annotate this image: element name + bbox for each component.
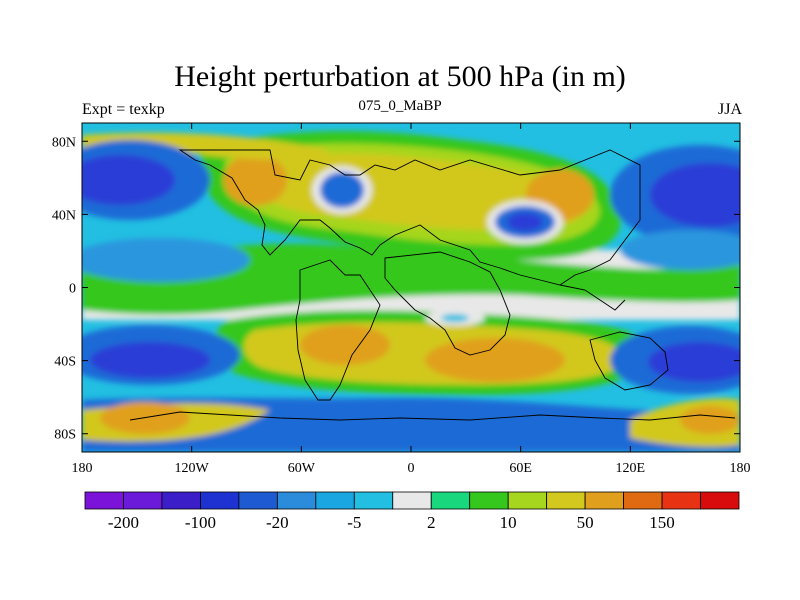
lon-label: 60E (509, 461, 532, 476)
colorbar-label: 50 (577, 513, 594, 532)
colorbar-labels: -200 -100 -20 -5 2 10 50 150 (108, 513, 675, 532)
sh-orange-blob-1 (300, 325, 390, 365)
colorbar-label: -100 (185, 513, 216, 532)
colorbar (84, 491, 740, 510)
colorbar-label: -200 (108, 513, 139, 532)
colorbar-swatch (584, 491, 624, 510)
lat-label: 40N (52, 208, 76, 223)
longitude-labels: 180 120W 60W 0 60E 120E 180 (72, 461, 751, 476)
npac-dark-west (82, 155, 175, 205)
colorbar-label: 10 (500, 513, 517, 532)
axis-ticks (81, 123, 741, 452)
lat-label: 80S (54, 428, 76, 443)
sh-dark-east (648, 342, 740, 382)
northern-landmass-outline (178, 149, 641, 286)
colorbar-swatch (276, 491, 317, 510)
colorbar-label: -20 (266, 513, 289, 532)
antarctic-orange-east (680, 406, 740, 434)
colorbar-swatch (84, 491, 124, 510)
trop-blue-west (82, 238, 250, 282)
colorbar-label: 150 (649, 513, 675, 532)
lon-label: 120W (175, 461, 210, 476)
colorbar-swatch (353, 491, 394, 510)
africa-outline (384, 251, 511, 356)
lat-label: 40S (54, 355, 76, 370)
lon-label: 180 (72, 461, 93, 476)
lon-label: 180 (730, 461, 751, 476)
colorbar-swatch (161, 491, 201, 510)
colorbar-swatch (546, 491, 586, 510)
colorbar-swatch (430, 491, 471, 510)
south-america-outline (295, 259, 381, 401)
season-label: JJA (717, 101, 742, 118)
sh-dark-west (90, 342, 210, 378)
latitude-labels: 80N 40N 0 40S 80S (52, 135, 76, 442)
colorbar-swatch (315, 491, 355, 510)
colorbar-label: 2 (427, 513, 436, 532)
colorbar-swatch (507, 491, 548, 510)
colorbar-swatch (661, 491, 701, 510)
lat-label: 80N (52, 135, 76, 150)
sh-orange-blob-2 (425, 338, 565, 382)
sh-cyan-core (441, 314, 469, 322)
cold-core-1 (320, 172, 364, 208)
antarctica-outline (129, 411, 736, 421)
trop-blue-east (620, 230, 740, 270)
maritime-continent-outline (559, 284, 626, 311)
colorbar-swatch (469, 491, 509, 510)
colorbar-label: -5 (347, 513, 361, 532)
experiment-label: Expt = texkp (82, 101, 165, 118)
cold-core-2-inner (507, 213, 543, 231)
colorbar-swatch (700, 491, 740, 510)
colorbar-swatch (200, 491, 240, 510)
colorbar-swatch (123, 491, 163, 510)
australia-outline (589, 331, 669, 391)
lon-label: 60W (288, 461, 316, 476)
plot-title: Height perturbation at 500 hPa (in m) (174, 60, 626, 93)
lat-label: 0 (69, 282, 76, 297)
contour-field (82, 123, 740, 452)
nh-orange-blob-1 (223, 154, 287, 206)
colorbar-swatch (392, 491, 432, 510)
lon-label: 0 (408, 461, 415, 476)
npac-dark-east (650, 163, 740, 227)
arctic-strip (82, 132, 330, 160)
period-label: 075_0_MaBP (358, 98, 442, 114)
coastlines (129, 149, 736, 421)
lon-label: 120E (616, 461, 646, 476)
colorbar-swatch (238, 491, 278, 510)
colorbar-swatch (623, 491, 663, 510)
